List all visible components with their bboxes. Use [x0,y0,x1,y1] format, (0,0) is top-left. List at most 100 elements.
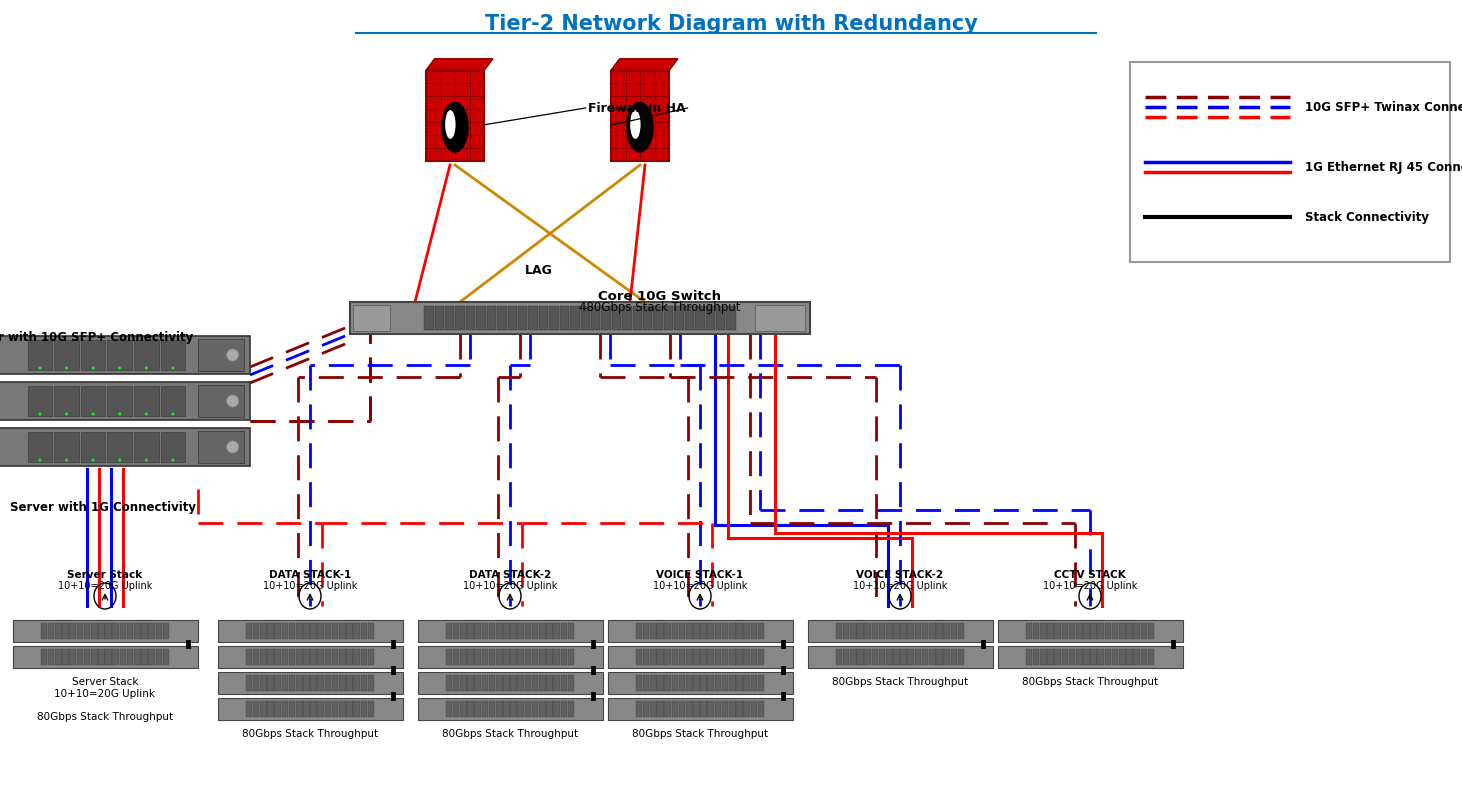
Bar [354,675,360,691]
Bar [288,623,295,639]
Bar [1039,649,1047,665]
Bar [1113,623,1118,639]
Circle shape [118,367,121,370]
Bar [608,698,792,720]
Bar [554,675,560,691]
Bar [684,306,694,330]
Bar [958,649,965,665]
Bar [737,649,743,665]
Bar [339,649,345,665]
Bar [155,623,162,639]
Bar [354,623,360,639]
Bar [135,623,140,639]
Bar [368,623,374,639]
Bar [0,336,250,374]
Circle shape [171,367,174,370]
Bar [332,675,339,691]
Text: 80Gbps Stack Throughput: 80Gbps Stack Throughput [442,729,577,739]
Bar [477,306,485,330]
Bar [915,623,921,639]
Bar [532,675,538,691]
Bar [332,623,339,639]
Bar [908,649,914,665]
Text: CCTV STACK: CCTV STACK [1054,570,1126,580]
Bar [461,649,466,665]
Bar [656,649,664,665]
Bar [908,623,914,639]
Bar [488,649,496,665]
Bar [354,701,360,717]
Text: Tier-2 Network Diagram with Redundancy: Tier-2 Network Diagram with Redundancy [484,14,978,34]
Bar [671,623,678,639]
Bar [608,620,792,642]
Bar [871,649,879,665]
Bar [807,620,993,642]
Bar [539,306,548,330]
Bar [750,649,757,665]
Bar [303,649,310,665]
Bar [142,623,148,639]
Bar [453,649,459,665]
Bar [275,701,281,717]
Bar [288,675,295,691]
Bar [700,701,708,717]
Bar [339,701,345,717]
Bar [643,306,652,330]
Bar [142,649,148,665]
Bar [507,306,518,330]
Bar [871,623,879,639]
Bar [468,675,474,691]
Bar [461,701,466,717]
Bar [352,305,390,331]
Bar [510,623,518,639]
Bar [197,339,244,371]
Bar [303,701,310,717]
Text: Server Stack
10+10=20G Uplink

80Gbps Stack Throughput: Server Stack 10+10=20G Uplink 80Gbps Sta… [37,677,173,722]
Circle shape [227,349,238,361]
Bar [560,623,567,639]
Bar [643,623,649,639]
Bar [325,623,332,639]
Bar [48,623,54,639]
Bar [28,432,53,462]
Text: VOICE STACK-2: VOICE STACK-2 [857,570,943,580]
Text: Stack Connectivity: Stack Connectivity [1306,210,1428,224]
Bar [425,71,484,160]
Bar [901,649,906,665]
Bar [857,649,864,665]
Bar [107,432,132,462]
Bar [149,649,155,665]
Bar [525,623,531,639]
Bar [518,701,523,717]
Bar [346,701,352,717]
Bar [481,675,488,691]
Bar [197,431,244,463]
Bar [1133,649,1140,665]
Bar [76,649,83,665]
Bar [1118,623,1126,639]
Bar [886,649,892,665]
Bar [444,306,455,330]
Bar [510,649,518,665]
Bar [446,623,452,639]
Bar [879,623,886,639]
Bar [80,386,105,416]
Bar [737,701,743,717]
Bar [757,701,765,717]
Bar [91,623,98,639]
Bar [849,649,857,665]
Bar [1126,649,1133,665]
Bar [708,701,713,717]
Bar [162,649,170,665]
Bar [161,386,186,416]
Bar [48,649,54,665]
Bar [496,623,503,639]
Bar [1069,649,1076,665]
Bar [1076,623,1082,639]
Bar [722,649,728,665]
Bar [936,649,943,665]
Text: 10G SFP+ Twinax Connectivity: 10G SFP+ Twinax Connectivity [1306,100,1462,114]
Bar [943,649,950,665]
Bar [107,386,132,416]
Bar [757,623,765,639]
